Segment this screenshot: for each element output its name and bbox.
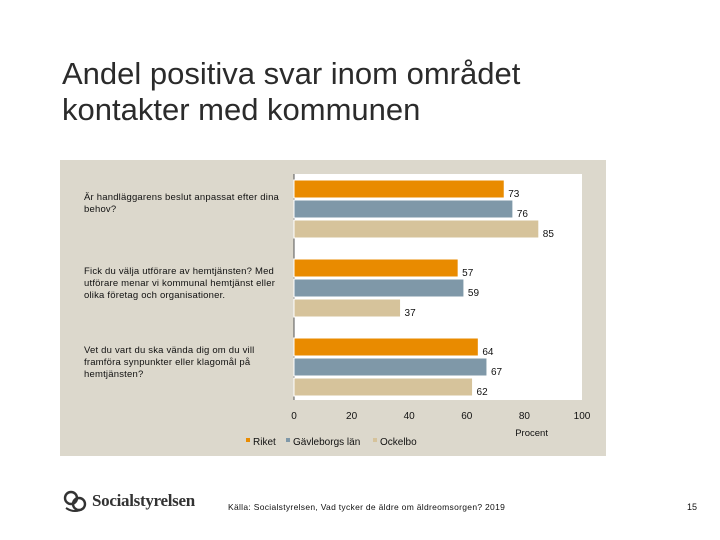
bar-2-3	[293, 357, 488, 377]
bar-1-2	[293, 258, 459, 278]
socialstyrelsen-logo: Socialstyrelsen	[62, 486, 195, 516]
value-label: 57	[462, 268, 474, 279]
title-line-1: Andel positiva svar inom området	[62, 56, 521, 91]
category-label-1: Är handläggarens beslut anpassat efter d…	[84, 192, 280, 215]
bar-1-1	[293, 179, 505, 199]
legend-swatch	[373, 438, 377, 442]
page-number: 15	[687, 502, 698, 512]
bar-3-2	[293, 298, 402, 318]
value-label: 62	[477, 387, 489, 398]
title-line-2: kontakter med kommunen	[62, 92, 421, 127]
value-label: 37	[405, 308, 417, 319]
legend-label: Gävleborgs län	[293, 437, 360, 448]
legend-label: Riket	[253, 437, 276, 448]
bar-3-3	[293, 377, 474, 397]
bar-3-1	[293, 219, 540, 239]
category-label-3: Vet du vart du ska vända dig om du vill …	[84, 345, 255, 380]
x-tick-label: 100	[574, 411, 591, 422]
value-label: 85	[543, 229, 555, 240]
value-label: 76	[517, 209, 529, 220]
bar-2-2	[293, 278, 465, 298]
x-axis-title: Procent	[515, 428, 548, 439]
legend-label: Ockelbo	[380, 437, 417, 448]
slide-title: Andel positiva svar inom området kontakt…	[62, 56, 682, 128]
logo-text: Socialstyrelsen	[92, 491, 195, 510]
source-note: Källa: Socialstyrelsen, Vad tycker de äl…	[228, 502, 506, 512]
x-tick-label: 20	[346, 411, 358, 422]
x-tick-label: 0	[291, 411, 297, 422]
value-label: 73	[508, 189, 520, 200]
x-tick-label: 60	[461, 411, 473, 422]
x-tick-label: 80	[519, 411, 531, 422]
value-label: 67	[491, 367, 503, 378]
logo-emblem-icon	[63, 490, 87, 512]
legend-swatch	[246, 438, 250, 442]
x-tick-label: 40	[404, 411, 416, 422]
bar-1-3	[293, 337, 479, 357]
value-label: 64	[482, 347, 494, 358]
chart-panel: Är handläggarens beslut anpassat efter d…	[60, 160, 606, 456]
bar-2-1	[293, 199, 514, 219]
legend-swatch	[286, 438, 290, 442]
category-label-2: Fick du välja utförare av hemtjänsten? M…	[84, 266, 276, 301]
value-label: 59	[468, 288, 480, 299]
